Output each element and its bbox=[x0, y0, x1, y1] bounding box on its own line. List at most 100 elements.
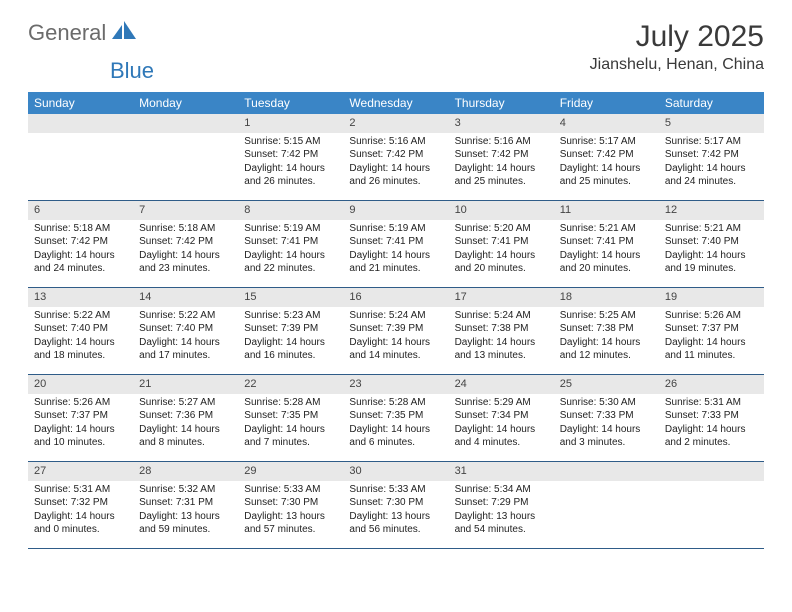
calendar-empty-cell bbox=[659, 462, 764, 549]
day-details: Sunrise: 5:19 AMSunset: 7:41 PMDaylight:… bbox=[238, 220, 343, 280]
calendar-day-cell: 29Sunrise: 5:33 AMSunset: 7:30 PMDayligh… bbox=[238, 462, 343, 549]
day-header: Wednesday bbox=[343, 92, 448, 114]
day-number: 25 bbox=[554, 375, 659, 394]
calendar-head: SundayMondayTuesdayWednesdayThursdayFrid… bbox=[28, 92, 764, 114]
day-number: 18 bbox=[554, 288, 659, 307]
day-number: 23 bbox=[343, 375, 448, 394]
calendar-day-cell: 27Sunrise: 5:31 AMSunset: 7:32 PMDayligh… bbox=[28, 462, 133, 549]
calendar-day-cell: 18Sunrise: 5:25 AMSunset: 7:38 PMDayligh… bbox=[554, 288, 659, 375]
day-number: 28 bbox=[133, 462, 238, 481]
day-number: 19 bbox=[659, 288, 764, 307]
day-number: 2 bbox=[343, 114, 448, 133]
day-number: 22 bbox=[238, 375, 343, 394]
calendar-day-cell: 17Sunrise: 5:24 AMSunset: 7:38 PMDayligh… bbox=[449, 288, 554, 375]
calendar-empty-cell bbox=[133, 114, 238, 201]
calendar-day-cell: 19Sunrise: 5:26 AMSunset: 7:37 PMDayligh… bbox=[659, 288, 764, 375]
empty-day-band bbox=[659, 462, 764, 481]
day-details: Sunrise: 5:24 AMSunset: 7:38 PMDaylight:… bbox=[449, 307, 554, 367]
calendar-day-cell: 20Sunrise: 5:26 AMSunset: 7:37 PMDayligh… bbox=[28, 375, 133, 462]
calendar-empty-cell bbox=[554, 462, 659, 549]
calendar-day-cell: 2Sunrise: 5:16 AMSunset: 7:42 PMDaylight… bbox=[343, 114, 448, 201]
day-details: Sunrise: 5:21 AMSunset: 7:40 PMDaylight:… bbox=[659, 220, 764, 280]
day-details: Sunrise: 5:17 AMSunset: 7:42 PMDaylight:… bbox=[659, 133, 764, 193]
day-details: Sunrise: 5:27 AMSunset: 7:36 PMDaylight:… bbox=[133, 394, 238, 454]
calendar-day-cell: 3Sunrise: 5:16 AMSunset: 7:42 PMDaylight… bbox=[449, 114, 554, 201]
calendar-day-cell: 26Sunrise: 5:31 AMSunset: 7:33 PMDayligh… bbox=[659, 375, 764, 462]
day-details: Sunrise: 5:28 AMSunset: 7:35 PMDaylight:… bbox=[343, 394, 448, 454]
day-number: 31 bbox=[449, 462, 554, 481]
day-details: Sunrise: 5:21 AMSunset: 7:41 PMDaylight:… bbox=[554, 220, 659, 280]
day-number: 1 bbox=[238, 114, 343, 133]
day-number: 24 bbox=[449, 375, 554, 394]
month-title: July 2025 bbox=[590, 20, 764, 54]
calendar-table: SundayMondayTuesdayWednesdayThursdayFrid… bbox=[28, 92, 764, 549]
day-details: Sunrise: 5:22 AMSunset: 7:40 PMDaylight:… bbox=[28, 307, 133, 367]
calendar-week-row: 1Sunrise: 5:15 AMSunset: 7:42 PMDaylight… bbox=[28, 114, 764, 201]
day-header: Tuesday bbox=[238, 92, 343, 114]
calendar-day-cell: 8Sunrise: 5:19 AMSunset: 7:41 PMDaylight… bbox=[238, 201, 343, 288]
day-details: Sunrise: 5:32 AMSunset: 7:31 PMDaylight:… bbox=[133, 481, 238, 541]
day-header: Monday bbox=[133, 92, 238, 114]
day-number: 7 bbox=[133, 201, 238, 220]
day-header: Sunday bbox=[28, 92, 133, 114]
calendar-day-cell: 24Sunrise: 5:29 AMSunset: 7:34 PMDayligh… bbox=[449, 375, 554, 462]
day-number: 3 bbox=[449, 114, 554, 133]
calendar-day-cell: 31Sunrise: 5:34 AMSunset: 7:29 PMDayligh… bbox=[449, 462, 554, 549]
calendar-day-cell: 16Sunrise: 5:24 AMSunset: 7:39 PMDayligh… bbox=[343, 288, 448, 375]
day-number: 5 bbox=[659, 114, 764, 133]
calendar-day-cell: 5Sunrise: 5:17 AMSunset: 7:42 PMDaylight… bbox=[659, 114, 764, 201]
day-number: 17 bbox=[449, 288, 554, 307]
day-number: 8 bbox=[238, 201, 343, 220]
calendar-day-cell: 13Sunrise: 5:22 AMSunset: 7:40 PMDayligh… bbox=[28, 288, 133, 375]
day-details: Sunrise: 5:25 AMSunset: 7:38 PMDaylight:… bbox=[554, 307, 659, 367]
day-details: Sunrise: 5:34 AMSunset: 7:29 PMDaylight:… bbox=[449, 481, 554, 541]
empty-day-band bbox=[133, 114, 238, 133]
day-number: 6 bbox=[28, 201, 133, 220]
day-details: Sunrise: 5:19 AMSunset: 7:41 PMDaylight:… bbox=[343, 220, 448, 280]
brand-sails-icon bbox=[112, 21, 138, 46]
day-number: 10 bbox=[449, 201, 554, 220]
calendar-day-cell: 7Sunrise: 5:18 AMSunset: 7:42 PMDaylight… bbox=[133, 201, 238, 288]
day-number: 30 bbox=[343, 462, 448, 481]
day-details: Sunrise: 5:18 AMSunset: 7:42 PMDaylight:… bbox=[133, 220, 238, 280]
brand-logo: General bbox=[28, 20, 140, 46]
day-number: 27 bbox=[28, 462, 133, 481]
brand-part1: General bbox=[28, 20, 106, 46]
day-number: 16 bbox=[343, 288, 448, 307]
calendar-day-cell: 6Sunrise: 5:18 AMSunset: 7:42 PMDaylight… bbox=[28, 201, 133, 288]
location-label: Jianshelu, Henan, China bbox=[590, 56, 764, 74]
day-number: 12 bbox=[659, 201, 764, 220]
day-details: Sunrise: 5:31 AMSunset: 7:32 PMDaylight:… bbox=[28, 481, 133, 541]
day-details: Sunrise: 5:16 AMSunset: 7:42 PMDaylight:… bbox=[343, 133, 448, 193]
calendar-day-cell: 21Sunrise: 5:27 AMSunset: 7:36 PMDayligh… bbox=[133, 375, 238, 462]
calendar-day-cell: 28Sunrise: 5:32 AMSunset: 7:31 PMDayligh… bbox=[133, 462, 238, 549]
day-details: Sunrise: 5:28 AMSunset: 7:35 PMDaylight:… bbox=[238, 394, 343, 454]
calendar-day-cell: 23Sunrise: 5:28 AMSunset: 7:35 PMDayligh… bbox=[343, 375, 448, 462]
day-details: Sunrise: 5:33 AMSunset: 7:30 PMDaylight:… bbox=[343, 481, 448, 541]
day-details: Sunrise: 5:26 AMSunset: 7:37 PMDaylight:… bbox=[28, 394, 133, 454]
calendar-empty-cell bbox=[28, 114, 133, 201]
day-number: 9 bbox=[343, 201, 448, 220]
day-number: 20 bbox=[28, 375, 133, 394]
calendar-week-row: 13Sunrise: 5:22 AMSunset: 7:40 PMDayligh… bbox=[28, 288, 764, 375]
day-header: Saturday bbox=[659, 92, 764, 114]
title-block: July 2025 Jianshelu, Henan, China bbox=[590, 20, 764, 74]
calendar-week-row: 20Sunrise: 5:26 AMSunset: 7:37 PMDayligh… bbox=[28, 375, 764, 462]
day-details: Sunrise: 5:26 AMSunset: 7:37 PMDaylight:… bbox=[659, 307, 764, 367]
calendar-week-row: 6Sunrise: 5:18 AMSunset: 7:42 PMDaylight… bbox=[28, 201, 764, 288]
day-details: Sunrise: 5:29 AMSunset: 7:34 PMDaylight:… bbox=[449, 394, 554, 454]
day-number: 26 bbox=[659, 375, 764, 394]
calendar-day-cell: 14Sunrise: 5:22 AMSunset: 7:40 PMDayligh… bbox=[133, 288, 238, 375]
day-details: Sunrise: 5:18 AMSunset: 7:42 PMDaylight:… bbox=[28, 220, 133, 280]
day-number: 11 bbox=[554, 201, 659, 220]
day-number: 14 bbox=[133, 288, 238, 307]
calendar-week-row: 27Sunrise: 5:31 AMSunset: 7:32 PMDayligh… bbox=[28, 462, 764, 549]
empty-day-band bbox=[554, 462, 659, 481]
day-details: Sunrise: 5:16 AMSunset: 7:42 PMDaylight:… bbox=[449, 133, 554, 193]
day-details: Sunrise: 5:33 AMSunset: 7:30 PMDaylight:… bbox=[238, 481, 343, 541]
calendar-day-cell: 22Sunrise: 5:28 AMSunset: 7:35 PMDayligh… bbox=[238, 375, 343, 462]
day-details: Sunrise: 5:23 AMSunset: 7:39 PMDaylight:… bbox=[238, 307, 343, 367]
calendar-day-cell: 12Sunrise: 5:21 AMSunset: 7:40 PMDayligh… bbox=[659, 201, 764, 288]
calendar-day-cell: 30Sunrise: 5:33 AMSunset: 7:30 PMDayligh… bbox=[343, 462, 448, 549]
day-details: Sunrise: 5:31 AMSunset: 7:33 PMDaylight:… bbox=[659, 394, 764, 454]
